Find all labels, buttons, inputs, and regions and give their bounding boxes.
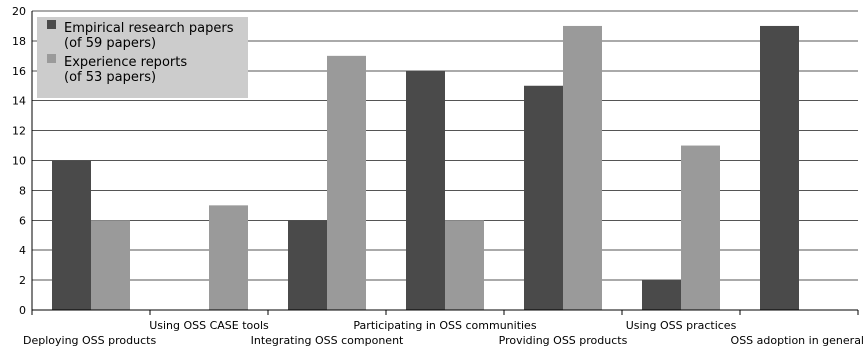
bar-0-4 xyxy=(524,85,563,310)
y-tick-label: 10 xyxy=(12,155,26,168)
legend-swatch-0 xyxy=(47,20,56,29)
bar-0-3 xyxy=(406,70,445,310)
y-tick-label: 12 xyxy=(12,125,26,138)
legend-label: Empirical research papers xyxy=(64,21,234,36)
y-tick-label: 14 xyxy=(12,95,26,108)
y-tick-label: 16 xyxy=(12,65,26,78)
bar-1-1 xyxy=(209,205,248,310)
category-label: Participating in OSS communities xyxy=(353,319,536,332)
y-tick-label: 18 xyxy=(12,35,26,48)
legend-label: (of 59 papers) xyxy=(64,36,156,51)
bar-0-2 xyxy=(288,220,327,310)
category-label: OSS adoption in general xyxy=(731,334,864,347)
axes xyxy=(31,11,859,315)
y-tick-label: 8 xyxy=(19,184,26,197)
y-tick-label: 0 xyxy=(19,304,26,317)
category-label: Deploying OSS products xyxy=(23,334,156,347)
bar-1-0 xyxy=(91,220,130,310)
bar-0-6 xyxy=(760,25,799,310)
legend-label: (of 53 papers) xyxy=(64,70,156,85)
category-labels: Deploying OSS products Using OSS CASE too… xyxy=(23,319,864,347)
y-tick-label: 20 xyxy=(12,5,26,18)
bar-1-2 xyxy=(327,55,366,310)
bar-0-0 xyxy=(52,160,91,310)
legend-box xyxy=(37,17,248,98)
legend: Empirical research papers(of 59 papers) E… xyxy=(37,17,248,98)
y-tick-label: 2 xyxy=(19,274,26,287)
bar-1-5 xyxy=(681,145,720,310)
bar-1-4 xyxy=(563,25,602,310)
bar-1-3 xyxy=(445,220,484,310)
category-label: Providing OSS products xyxy=(499,334,628,347)
y-tick-label: 6 xyxy=(19,214,26,227)
legend-swatch-1 xyxy=(47,54,56,63)
y-tick-label: 4 xyxy=(19,244,26,257)
bar-0-5 xyxy=(642,280,681,310)
category-label: Using OSS practices xyxy=(626,319,737,332)
legend-label: Experience reports xyxy=(64,55,187,70)
bars xyxy=(52,25,799,310)
category-label: Using OSS CASE tools xyxy=(149,319,269,332)
category-label: Integrating OSS component xyxy=(251,334,404,347)
y-axis-tick-labels: 0 2 4 6 8 10 12 14 16 18 20 xyxy=(12,5,26,317)
